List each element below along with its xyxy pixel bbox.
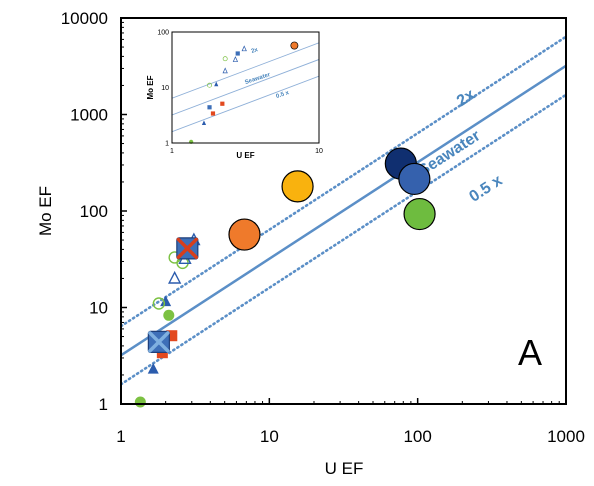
inset-data-point [235, 51, 240, 56]
data-points [134, 147, 436, 408]
inset-data-point [232, 56, 239, 62]
inset-data-point [210, 111, 216, 116]
y-tick-label: 10000 [61, 9, 108, 28]
x-tick-label: 100 [403, 427, 431, 446]
inset-y-tick-label: 100 [157, 30, 169, 37]
inset-data-point [214, 81, 219, 87]
inset-y-tick-label: 1 [165, 141, 169, 148]
y-tick-label: 100 [80, 202, 108, 221]
inset-data-point [222, 56, 228, 62]
data-point [281, 170, 314, 203]
data-point [168, 270, 182, 284]
inset-data-point [241, 45, 247, 52]
data-point [163, 309, 175, 321]
inset-line-2 [172, 75, 319, 133]
y-tick-label: 10 [89, 299, 108, 318]
inset-data-point [207, 82, 212, 88]
reference-line-2 [121, 93, 566, 386]
inset-line-label-0: 2x [251, 47, 260, 55]
data-point [152, 297, 166, 310]
data-point [398, 162, 431, 196]
y-tick-label: 1000 [70, 106, 108, 125]
inset-lines [172, 42, 319, 133]
data-point [403, 197, 436, 231]
reference-lines [121, 35, 566, 386]
inset-data-point [290, 41, 299, 50]
data-point [148, 331, 170, 353]
data-point [160, 295, 172, 307]
data-point [134, 396, 146, 408]
data-point [228, 218, 261, 251]
x-tick-label: 1000 [547, 427, 585, 446]
reference-line-0 [121, 35, 566, 328]
inset-data-point [201, 120, 207, 126]
y-axis-label: Mo EF [36, 186, 55, 236]
inset-line-0 [172, 42, 319, 99]
inset-data-point [222, 67, 228, 74]
reference-line-1 [121, 64, 566, 357]
inset-data-point [207, 105, 212, 110]
data-point [166, 330, 178, 342]
data-point [176, 237, 199, 260]
inset-x-tick-label: 10 [315, 148, 323, 155]
inset-line-label-2: 0.5 x [275, 90, 290, 100]
y-tick-label: 1 [99, 395, 108, 414]
inset-x-tick-label: 1 [170, 148, 174, 155]
inset-x-axis-label: U EF [236, 151, 254, 160]
inset-data-point [220, 101, 225, 106]
panel-letter: A [518, 332, 542, 373]
inset-background [160, 26, 326, 162]
inset-y-tick-label: 10 [161, 85, 169, 92]
x-tick-label: 1 [116, 427, 125, 446]
data-point [147, 363, 159, 374]
x-tick-label: 10 [260, 427, 279, 446]
inset-y-axis-label: Mo EF [146, 75, 155, 99]
inset-line-1 [172, 59, 319, 116]
inset-frame [171, 31, 320, 144]
axis-ticks: 1 10 100 1000 1 10 100 1000 10000 [61, 9, 585, 446]
x-axis-label: U EF [325, 459, 364, 478]
